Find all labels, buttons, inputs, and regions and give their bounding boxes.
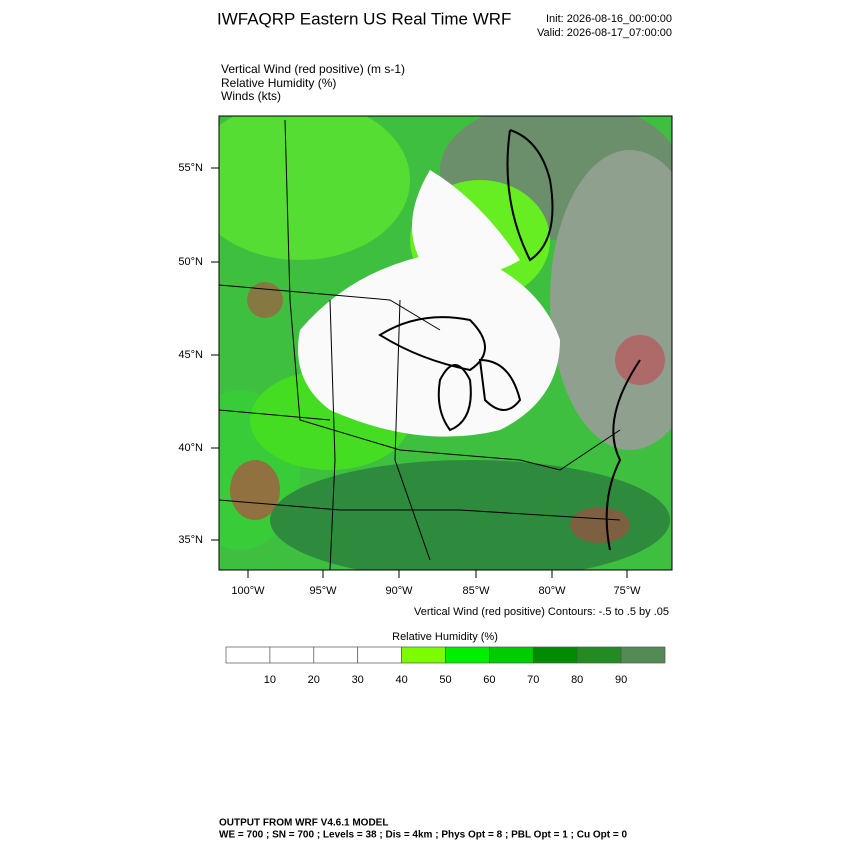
colorbar-label: 80 bbox=[571, 674, 583, 686]
colorbar-box bbox=[445, 646, 490, 664]
lon-label: 75°W bbox=[613, 585, 641, 597]
colorbar-label: 30 bbox=[352, 674, 364, 686]
lat-label: 45°N bbox=[178, 349, 203, 361]
coastlines bbox=[378, 129, 641, 551]
colorbar-box bbox=[489, 646, 534, 664]
dry-area bbox=[298, 250, 560, 437]
map-ticks: 55°N 50°N 45°N 40°N 35°N 100°W 95°W 90°W 85°W 80°… bbox=[178, 162, 641, 597]
colorbar-label: 70 bbox=[527, 674, 539, 686]
colorbar-label: 50 bbox=[439, 674, 451, 686]
dry-area bbox=[412, 170, 520, 275]
field-label: Vertical Wind (red positive) (m s-1) bbox=[221, 62, 405, 76]
colorbar: 10 20 30 40 50 60 70 80 90 bbox=[225, 646, 666, 686]
humidity-area bbox=[550, 150, 672, 450]
title: IWFAQRP Eastern US Real Time WRF bbox=[217, 9, 511, 28]
updraft-area bbox=[570, 507, 630, 543]
colorbar-label: 40 bbox=[395, 674, 407, 686]
field-label: Relative Humidity (%) bbox=[221, 76, 336, 90]
colorbar-label: 20 bbox=[308, 674, 320, 686]
footer-line: OUTPUT FROM WRF V4.6.1 MODEL bbox=[219, 818, 388, 829]
colorbar-box bbox=[313, 646, 359, 664]
valid-time: Valid: 2026-08-17_07:00:00 bbox=[537, 27, 672, 39]
footer-line: WE = 700 ; SN = 700 ; Levels = 38 ; Dis … bbox=[219, 830, 627, 841]
colorbar-label: 90 bbox=[615, 674, 627, 686]
lat-label: 35°N bbox=[178, 534, 203, 546]
colorbar-box bbox=[532, 646, 578, 664]
lat-label: 40°N bbox=[178, 442, 203, 454]
colorbar-box bbox=[620, 646, 666, 664]
lat-label: 55°N bbox=[178, 162, 203, 174]
lon-label: 100°W bbox=[231, 585, 265, 597]
colorbar-label: 60 bbox=[483, 674, 495, 686]
colorbar-box bbox=[225, 646, 271, 664]
field-label: Winds (kts) bbox=[221, 89, 281, 103]
colorbar-title: Relative Humidity (%) bbox=[392, 631, 498, 643]
lon-label: 85°W bbox=[462, 585, 490, 597]
updraft-area bbox=[247, 282, 283, 318]
init-time: Init: 2026-08-16_00:00:00 bbox=[546, 13, 672, 25]
map-field bbox=[219, 116, 672, 570]
updraft-area bbox=[230, 460, 280, 520]
contour-note: Vertical Wind (red positive) Contours: -… bbox=[414, 606, 669, 618]
lon-label: 95°W bbox=[309, 585, 337, 597]
colorbar-box bbox=[357, 646, 402, 664]
colorbar-label: 10 bbox=[264, 674, 276, 686]
lon-label: 90°W bbox=[385, 585, 413, 597]
colorbar-box bbox=[269, 646, 315, 664]
boundaries bbox=[219, 119, 621, 570]
humidity-area bbox=[219, 116, 410, 260]
humidity-area bbox=[270, 460, 670, 570]
lat-label: 50°N bbox=[178, 256, 203, 268]
map-frame bbox=[218, 115, 673, 571]
lon-label: 80°W bbox=[538, 585, 566, 597]
colorbar-box bbox=[401, 646, 446, 664]
colorbar-box bbox=[576, 646, 622, 664]
